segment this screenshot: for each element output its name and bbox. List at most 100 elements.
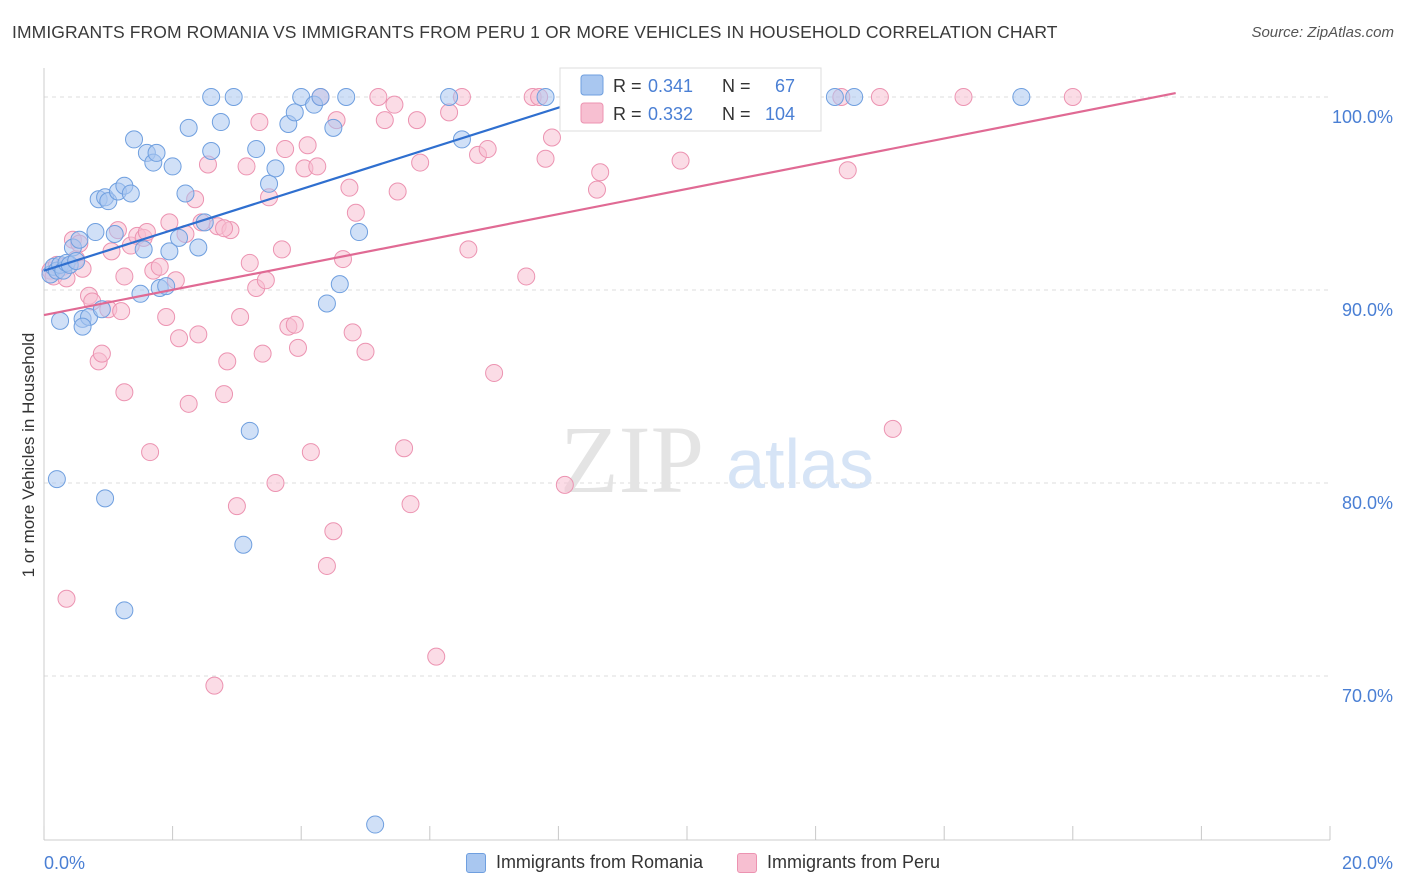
point-peru (240, 253, 259, 272)
point-romania (170, 228, 189, 247)
point-peru (478, 140, 497, 159)
point-romania (311, 87, 330, 106)
zipatlas-watermark: ZIP atlas (560, 406, 874, 513)
point-romania (202, 87, 221, 106)
point-peru (256, 271, 275, 290)
point-romania (366, 815, 385, 834)
point-peru (555, 475, 574, 494)
point-romania (224, 87, 243, 106)
point-romania (105, 224, 124, 243)
point-peru (517, 267, 536, 286)
point-romania (247, 140, 266, 159)
legend-n-value-romania: 67 (775, 76, 795, 96)
point-romania (176, 184, 195, 203)
legend-label-romania: Immigrants from Romania (495, 852, 703, 872)
point-peru (542, 128, 561, 147)
point-romania (189, 238, 208, 257)
point-peru (385, 95, 404, 114)
legend-item-peru[interactable]: Immigrants from Peru (737, 852, 940, 873)
legend-n-label: N = (722, 76, 751, 96)
y-tick-label-80: 80.0% (1342, 493, 1393, 513)
legend-r-label: R = (613, 104, 642, 124)
point-peru (838, 161, 857, 180)
point-peru (401, 495, 420, 514)
y-tick-label-70: 70.0% (1342, 686, 1393, 706)
point-peru (179, 394, 198, 413)
x-tick-label-0: 0.0% (44, 853, 85, 873)
point-romania (1012, 87, 1031, 106)
point-romania (115, 601, 134, 620)
source-credit: Source: ZipAtlas.com (1251, 24, 1394, 41)
point-romania (147, 143, 166, 162)
watermark-zip: ZIP (560, 406, 704, 513)
trendline-peru (43, 92, 1176, 317)
point-romania (211, 113, 230, 132)
point-romania (330, 275, 349, 294)
point-peru (272, 240, 291, 259)
point-peru (298, 136, 317, 155)
point-peru (340, 178, 359, 197)
point-peru (189, 325, 208, 344)
point-peru (231, 307, 250, 326)
legend-n-label: N = (722, 104, 751, 124)
point-peru (440, 103, 459, 122)
point-peru (395, 439, 414, 458)
legend-item-romania[interactable]: Immigrants from Romania (465, 852, 703, 873)
point-romania (350, 223, 369, 242)
point-romania (47, 470, 66, 489)
trendline-romania (43, 86, 624, 272)
point-romania (73, 317, 92, 336)
point-peru (356, 342, 375, 361)
point-romania (536, 87, 555, 106)
point-romania (86, 223, 105, 242)
legend-swatch-peru (737, 852, 757, 873)
point-peru (237, 157, 256, 176)
point-romania (285, 103, 304, 122)
point-peru (250, 113, 269, 132)
stats-legend: R = 0.341 N = 67 R = 0.332 N = 104 (559, 67, 822, 132)
point-peru (141, 443, 160, 462)
legend-swatch-peru (580, 102, 604, 124)
point-peru (170, 329, 189, 348)
point-peru (324, 522, 343, 541)
point-romania (324, 118, 343, 137)
point-peru (308, 157, 327, 176)
point-peru (671, 151, 690, 170)
point-romania (134, 240, 153, 259)
bottom-legend: Immigrants from Romania Immigrants from … (0, 852, 1406, 873)
point-romania (240, 421, 259, 440)
point-peru (375, 111, 394, 130)
point-romania (317, 294, 336, 313)
y-axis-title: 1 or more Vehicles in Household (19, 333, 38, 578)
legend-label-peru: Immigrants from Peru (767, 852, 941, 872)
point-romania (131, 284, 150, 303)
point-peru (157, 307, 176, 326)
point-romania (179, 118, 198, 137)
legend-swatch-romania (580, 74, 604, 96)
point-peru (150, 257, 169, 276)
point-romania (825, 87, 844, 106)
y-tick-label-100: 100.0% (1332, 107, 1393, 127)
point-romania (70, 230, 89, 249)
point-romania (163, 157, 182, 176)
point-peru (536, 149, 555, 168)
point-romania (51, 311, 70, 330)
point-romania (96, 489, 115, 508)
legend-n-value-peru: 104 (765, 104, 795, 124)
point-peru (1063, 87, 1082, 106)
point-peru (427, 647, 446, 666)
point-peru (317, 556, 336, 575)
x-tick-label-20: 20.0% (1342, 853, 1393, 873)
point-peru (57, 589, 76, 608)
point-peru (115, 383, 134, 402)
point-peru (485, 363, 504, 382)
point-peru (301, 443, 320, 462)
legend-r-label: R = (613, 76, 642, 96)
point-romania (260, 174, 279, 193)
point-peru (388, 182, 407, 201)
point-peru (112, 302, 131, 321)
chart-title: IMMIGRANTS FROM ROMANIA VS IMMIGRANTS FR… (12, 22, 1058, 42)
legend-r-value-peru: 0.332 (648, 104, 693, 124)
point-peru (92, 344, 111, 363)
